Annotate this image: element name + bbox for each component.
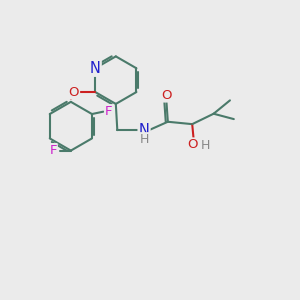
Text: H: H xyxy=(200,139,210,152)
Text: N: N xyxy=(139,123,149,138)
Text: O: O xyxy=(161,88,172,101)
Text: N: N xyxy=(90,61,101,76)
Text: O: O xyxy=(69,85,79,98)
Text: H: H xyxy=(140,133,149,146)
Text: O: O xyxy=(187,138,197,152)
Text: F: F xyxy=(105,105,113,118)
Text: F: F xyxy=(49,144,57,157)
